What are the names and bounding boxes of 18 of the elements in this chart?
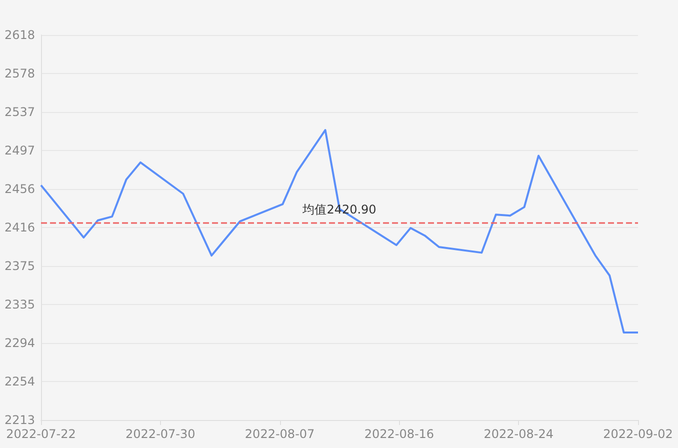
- y-tick-label: 2335: [4, 298, 35, 312]
- y-tick-label: 2618: [4, 28, 35, 42]
- y-tick-label: 2375: [4, 259, 35, 273]
- y-tick-label: 2578: [4, 66, 35, 80]
- x-tick-label: 2022-09-02: [603, 427, 673, 441]
- y-tick-label: 2537: [4, 105, 35, 119]
- y-tick-label: 2497: [4, 144, 35, 158]
- y-tick-label: 2416: [4, 220, 35, 234]
- y-tick-label: 2254: [4, 374, 35, 388]
- x-tick-label: 2022-08-24: [484, 427, 554, 441]
- y-tick-label: 2294: [4, 336, 35, 350]
- x-tick-label: 2022-07-22: [6, 427, 76, 441]
- x-tick-label: 2022-08-16: [364, 427, 434, 441]
- line-series: [40, 129, 639, 334]
- x-tick-label: 2022-08-07: [244, 427, 315, 441]
- x-tick-label: 2022-07-30: [126, 427, 196, 441]
- y-tick-label: 2213: [4, 413, 35, 427]
- y-tick-label: 2456: [4, 182, 35, 196]
